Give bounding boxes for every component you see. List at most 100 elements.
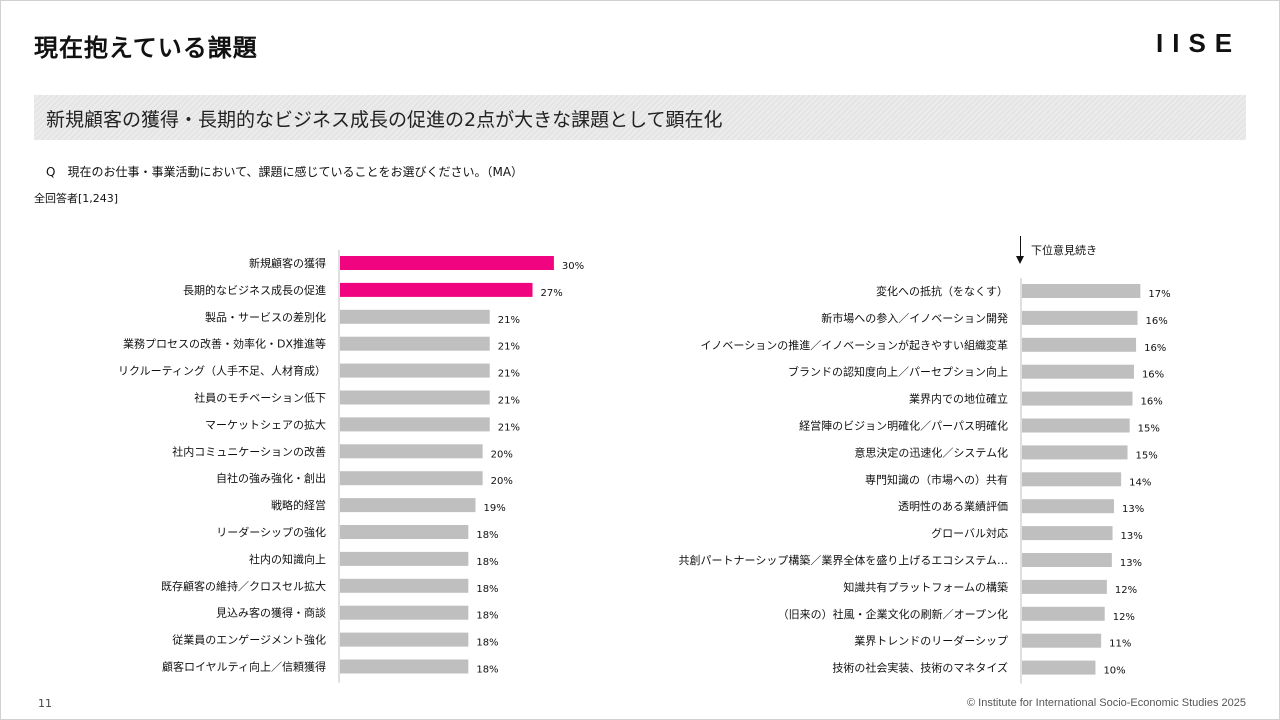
value-label: 12%: [1115, 585, 1137, 596]
bar: [340, 444, 483, 459]
bar: [1022, 633, 1102, 648]
bar: [340, 498, 476, 513]
value-label: 18%: [476, 638, 498, 649]
value-label: 20%: [491, 476, 513, 487]
value-label: 19%: [483, 503, 505, 514]
value-label: 18%: [476, 530, 498, 541]
value-label: 30%: [562, 261, 584, 272]
bar: [340, 659, 469, 674]
value-label: 16%: [1141, 397, 1163, 408]
iise-logo: IISE: [1156, 28, 1242, 58]
category-label: 製品・サービスの差別化: [205, 310, 326, 324]
category-label: （旧来の）社風・企業文化の刷新／オープン化: [778, 607, 1008, 621]
value-label: 21%: [498, 422, 520, 433]
arrow-head-icon: [1016, 256, 1024, 264]
value-label: 15%: [1138, 424, 1160, 435]
value-label: 12%: [1113, 612, 1135, 623]
headline: 新規顧客の獲得・長期的なビジネス成長の促進の2点が大きな課題として顕在化: [46, 109, 723, 131]
value-label: 13%: [1121, 531, 1143, 542]
value-label: 21%: [498, 315, 520, 326]
category-label: 意思決定の迅速化／システム化: [854, 445, 1008, 459]
category-label: グローバル対応: [931, 526, 1008, 540]
value-label: 10%: [1103, 666, 1125, 677]
bar: [1022, 310, 1138, 325]
value-label: 21%: [498, 396, 520, 407]
category-label: 社内の知識向上: [249, 552, 326, 566]
category-label: 透明性のある業績評価: [898, 499, 1008, 513]
category-label: 従業員のエンゲージメント強化: [172, 633, 326, 647]
category-label: 知識共有プラットフォームの構築: [843, 580, 1008, 594]
bar: [1022, 499, 1114, 514]
category-label: 技術の社会実装、技術のマネタイズ: [832, 661, 1008, 675]
bar: [1022, 660, 1096, 675]
page-title: 現在抱えている課題: [34, 34, 258, 62]
category-label: 業務プロセスの改善・効率化・DX推進等: [123, 337, 326, 351]
bar: [1022, 391, 1133, 406]
category-label: 長期的なビジネス成長の促進: [183, 283, 326, 297]
value-label: 15%: [1136, 450, 1158, 461]
lower-opinions-note: 下位意見続き: [1031, 244, 1097, 257]
category-label: 業界内での地位確立: [909, 392, 1008, 406]
bar: [340, 390, 490, 405]
bar: [340, 309, 490, 324]
category-label: 変化への抵抗（をなくす）: [876, 284, 1008, 298]
category-label: 経営陣のビジョン明確化／パーパス明確化: [799, 419, 1008, 433]
category-label: 顧客ロイヤルティ向上／信頼獲得: [162, 660, 326, 674]
bar: [340, 578, 469, 593]
value-label: 16%: [1146, 316, 1168, 327]
bar: [1022, 579, 1107, 594]
bar: [340, 336, 490, 351]
value-label: 27%: [541, 288, 563, 299]
category-label: 戦略的経営: [271, 498, 326, 512]
value-label: 13%: [1120, 558, 1142, 569]
category-label: 新市場への参入／イノベーション開発: [821, 311, 1008, 325]
bar: [340, 417, 490, 432]
bar: [340, 363, 490, 378]
bar: [1022, 526, 1113, 541]
value-label: 18%: [476, 665, 498, 676]
value-label: 21%: [498, 369, 520, 380]
value-label: 20%: [491, 449, 513, 460]
bar: [340, 525, 469, 539]
bar: [1022, 364, 1134, 379]
value-label: 21%: [498, 342, 520, 353]
value-label: 16%: [1144, 343, 1166, 354]
category-label: 新規顧客の獲得: [249, 256, 326, 270]
bar: [1022, 337, 1137, 352]
sample-size: 全回答者[1,243]: [34, 192, 119, 205]
copyright: © Institute for International Socio-Econ…: [967, 697, 1246, 709]
bar: [1022, 284, 1141, 298]
value-label: 18%: [476, 611, 498, 622]
bar: [340, 605, 469, 620]
bar: [340, 282, 533, 297]
category-label: 社員のモチベーション低下: [194, 391, 326, 405]
bar: [340, 632, 469, 647]
category-label: 自社の強み強化・創出: [216, 471, 326, 485]
category-label: 業界トレンドのリーダーシップ: [854, 634, 1008, 648]
value-label: 17%: [1148, 289, 1170, 300]
bar: [340, 551, 469, 566]
value-label: 18%: [476, 584, 498, 595]
down-arrow-icon: [1020, 236, 1021, 258]
bar: [1022, 553, 1112, 567]
value-label: 18%: [476, 557, 498, 568]
value-label: 13%: [1122, 504, 1144, 515]
bar: [340, 256, 554, 270]
category-label: 共創パートナーシップ構築／業界全体を盛り上げるエコシステム…: [679, 553, 1008, 567]
category-label: リーダーシップの強化: [216, 525, 326, 539]
bar: [1022, 606, 1105, 621]
survey-question: Q 現在のお仕事・事業活動において、課題に感じていることをお選びください。（MA…: [46, 165, 524, 179]
category-label: ブランドの認知度向上／パーセプション向上: [788, 365, 1008, 379]
value-label: 16%: [1142, 370, 1164, 381]
bar: [1022, 445, 1128, 460]
category-label: 見込み客の獲得・商談: [216, 606, 326, 620]
bar: [340, 471, 483, 486]
category-label: イノベーションの推進／イノベーションが起きやすい組織変革: [700, 338, 1008, 352]
bar: [1022, 472, 1122, 487]
category-label: マーケットシェアの拡大: [205, 417, 326, 431]
category-label: 社内コミュニケーションの改善: [172, 444, 326, 458]
category-label: リクルーティング（人手不足、人材育成）: [118, 364, 326, 378]
headline-band: 新規顧客の獲得・長期的なビジネス成長の促進の2点が大きな課題として顕在化: [34, 95, 1246, 140]
page-number: 11: [38, 697, 52, 710]
